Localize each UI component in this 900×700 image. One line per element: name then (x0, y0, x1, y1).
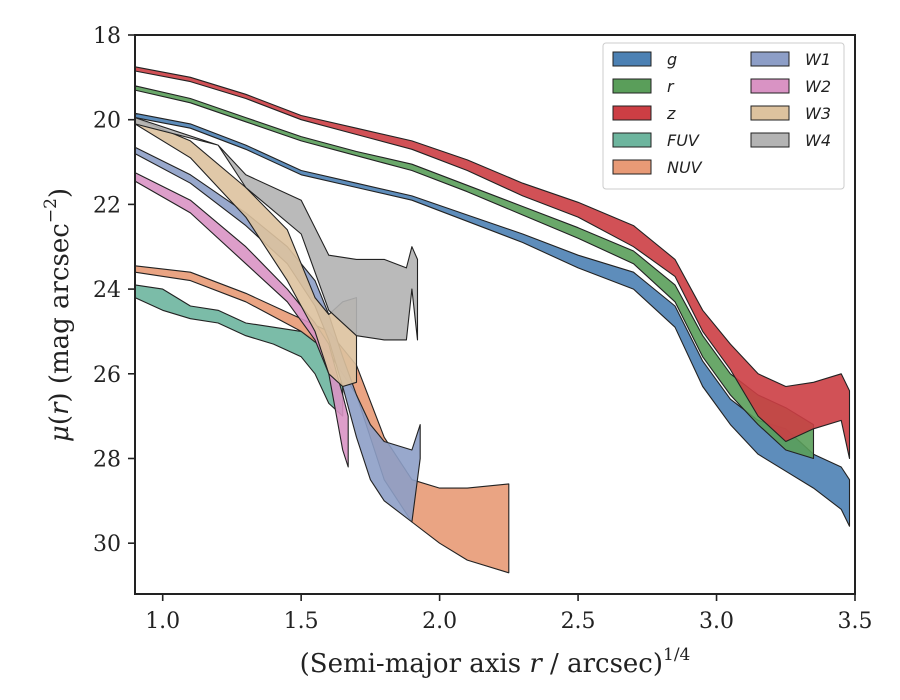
y-tick-label: 24 (93, 278, 121, 303)
y-tick-label: 30 (93, 532, 121, 557)
x-tick-label: 2.0 (422, 609, 457, 634)
legend-label-g: g (667, 50, 677, 69)
plot-frame (134, 34, 856, 595)
legend: grz FUV NUV W1 W2 W3 W4 (602, 42, 845, 190)
legend-label-w2: W2 (805, 77, 831, 96)
x-tick-label: 2.5 (561, 609, 596, 634)
x-tick-label: 3.5 (838, 609, 873, 634)
band-g (134, 112, 851, 527)
x-tick-label: 1.0 (145, 609, 180, 634)
band-w4 (134, 117, 419, 341)
legend-swatch-nuv (612, 159, 652, 175)
x-tick-label: 3.0 (699, 609, 734, 634)
y-axis-label: μ(r) (mag arcsec−2) (41, 188, 75, 442)
legend-swatch-r (612, 78, 652, 94)
legend-label-nuv: NUV (667, 158, 703, 177)
band-w2 (134, 172, 349, 468)
legend-swatch-w2 (750, 78, 790, 94)
x-axis-label: (Semi-major axis r / arcsec)1/4 (300, 645, 691, 679)
y-tick-label: 18 (93, 24, 121, 49)
y-tick-label: 26 (93, 363, 121, 388)
band-r (134, 85, 815, 460)
legend-label-fuv: FUV (667, 131, 700, 150)
x-tick-label: 1.5 (284, 609, 319, 634)
y-tick-label: 22 (93, 193, 121, 218)
legend-label-z: z (666, 104, 676, 123)
y-axis-ticks: 18 20 22 24 26 28 30 (93, 24, 135, 557)
legend-swatch-w3 (750, 105, 790, 121)
legend-swatch-g (612, 51, 652, 67)
legend-label-r: r (667, 77, 675, 96)
legend-swatch-fuv (612, 132, 652, 148)
band-z (134, 66, 851, 460)
y-tick-label: 28 (93, 447, 121, 472)
x-axis-ticks: 1.0 1.5 2.0 2.5 3.0 3.5 (145, 594, 873, 634)
legend-swatch-z (612, 105, 652, 121)
legend-label-w4: W4 (805, 131, 831, 150)
legend-swatch-w4 (750, 132, 790, 148)
legend-swatch-w1 (750, 51, 790, 67)
band-w3 (134, 117, 358, 388)
legend-label-w3: W3 (805, 104, 831, 123)
legend-label-w1: W1 (805, 50, 831, 69)
chart-bands (134, 66, 851, 574)
y-tick-label: 20 (93, 109, 121, 134)
